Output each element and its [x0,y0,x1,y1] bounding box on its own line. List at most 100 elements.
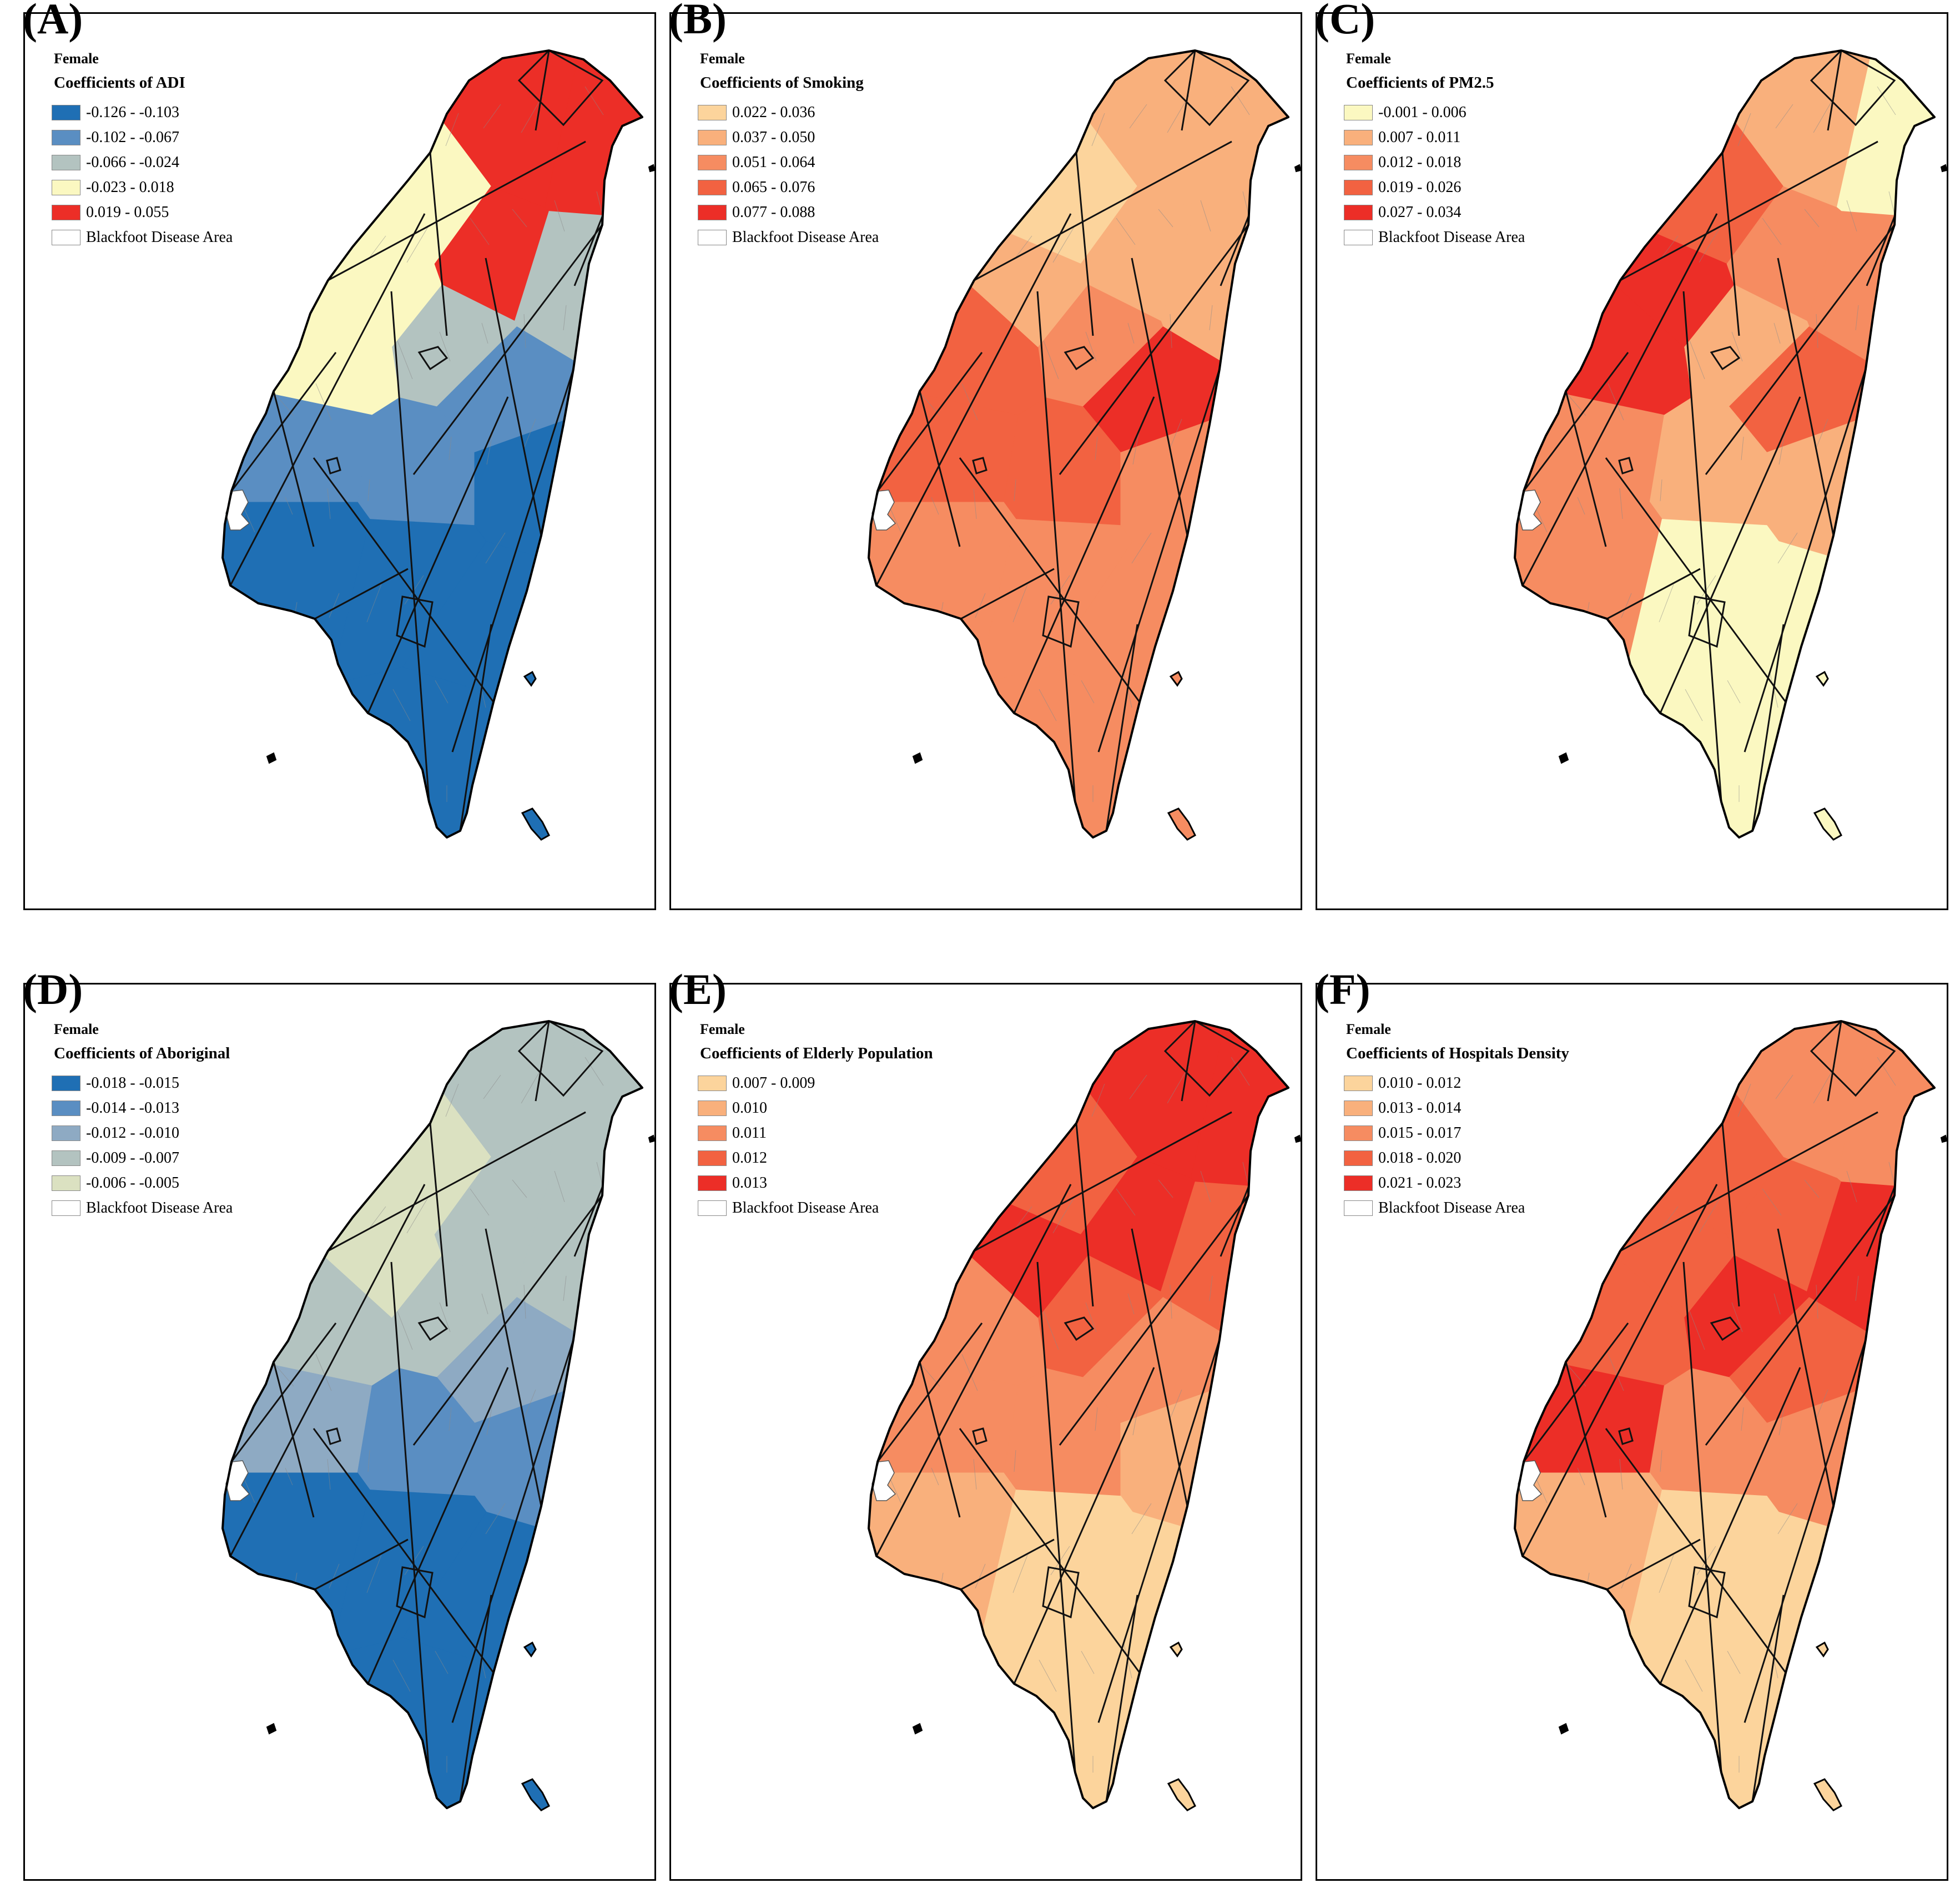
township-boundary [961,383,978,421]
township-boundary [1043,1311,1059,1350]
township-boundary [243,1476,255,1503]
township-boundary [1170,1284,1172,1319]
township-boundary [1205,628,1213,667]
legend-item-label: 0.022 - 0.036 [732,103,815,121]
township-boundary [898,1686,913,1723]
county-boundary [1521,1184,1718,1557]
island [1167,807,1196,841]
county-boundary [1523,1322,1629,1462]
legend-item-label: 0.021 - 0.023 [1378,1174,1462,1192]
township-boundary [1777,1503,1798,1534]
taiwan-outline [1514,1020,1936,1809]
legend-item: 0.065 - 0.076 [698,175,879,200]
county-boundary [1751,1594,1785,1802]
township-boundary [1014,479,1016,502]
township-boundary [1662,130,1667,160]
township-boundary [278,1791,296,1808]
township-boundary [554,1170,565,1203]
township-boundary [1577,497,1585,515]
legend-item-label: 0.065 - 0.076 [732,178,815,196]
township-boundary [1129,1074,1147,1099]
township-boundary [1542,182,1544,219]
township-boundary [485,532,506,564]
township-boundary [439,1302,451,1332]
township-boundary [483,1074,501,1099]
county-boundary [390,1261,430,1773]
legend-item-label: -0.012 - -0.010 [86,1124,179,1142]
township-boundary [596,1162,603,1185]
township-boundary [601,619,605,649]
township-boundary [931,497,939,515]
township-boundary [404,794,410,820]
county-boundary [1521,213,1718,586]
township-boundary [1685,1659,1703,1692]
township-boundary [1776,776,1782,807]
county-boundary [959,457,1141,703]
county-boundary [417,1316,449,1341]
legend-item-label: Blackfoot Disease Area [1378,1199,1525,1216]
township-boundary [1008,1773,1018,1808]
township-boundary [1580,278,1597,300]
township-boundary [961,1354,978,1391]
island [521,1778,550,1811]
legend-item: -0.102 - -0.067 [52,125,233,150]
township-boundary [896,182,898,219]
county-boundary [960,1538,1055,1591]
township-boundary [445,113,459,147]
county-boundary [535,51,550,131]
legend-item-label: 0.007 - 0.009 [732,1074,815,1092]
legend-item: 0.011 [698,1120,933,1145]
township-boundary [1624,1110,1625,1148]
township-boundary [1577,1467,1585,1486]
panel-label: (D) [23,965,83,1013]
county-boundary [1659,1367,1801,1684]
township-boundary [1581,148,1588,173]
legend-item-blackfoot: Blackfoot Disease Area [1344,225,1525,250]
county-boundary [1013,396,1155,714]
township-boundary [1582,706,1601,735]
taiwan-map [868,1020,1301,1811]
township-boundary [934,1249,951,1270]
county-boundary [960,568,1055,620]
township-boundary [1839,1494,1861,1517]
township-boundary [367,479,370,502]
township-boundary [278,820,296,837]
legend: Female Coefficients of Smoking 0.022 - 0… [698,51,879,250]
island [1167,1778,1196,1811]
blackfoot-disease-area [225,1460,250,1501]
township-boundary [1773,1293,1781,1315]
islet [1558,1723,1569,1735]
county-boundary [1744,368,1867,753]
township-boundary [1773,322,1781,344]
county-boundary [429,152,448,336]
county-boundary [451,368,575,753]
legend-item-label: 0.012 - 0.018 [1378,153,1462,171]
legend-item-blackfoot: Blackfoot Disease Area [52,225,233,250]
legend-item-label: 0.013 [732,1174,767,1192]
township-boundary [522,1738,532,1760]
township-boundary [1612,811,1626,834]
township-boundary [1570,1791,1589,1808]
township-boundary [1775,104,1793,129]
township-boundary [1741,436,1744,461]
county-boundary [313,457,495,703]
region [869,1472,1016,1808]
township-boundary [1777,532,1798,564]
county-boundary [1565,391,1607,547]
legend-item-label: Blackfoot Disease Area [732,1199,879,1216]
township-boundary [1130,776,1136,807]
township-boundary [1012,584,1028,623]
county-boundary [1105,1594,1138,1802]
legend-item: -0.001 - 0.006 [1344,100,1525,125]
township-boundary [1775,1074,1793,1099]
county-boundary [1682,1261,1722,1773]
township-boundary [1700,122,1709,142]
county-boundary [1618,1427,1634,1445]
legend-item: -0.023 - 0.018 [52,175,233,200]
township-boundary [252,1686,267,1723]
township-boundary [1545,610,1548,632]
township-boundary [1624,139,1625,178]
township-boundary [449,436,452,461]
legend-swatch [1344,204,1373,220]
township-boundary [1131,1503,1152,1534]
